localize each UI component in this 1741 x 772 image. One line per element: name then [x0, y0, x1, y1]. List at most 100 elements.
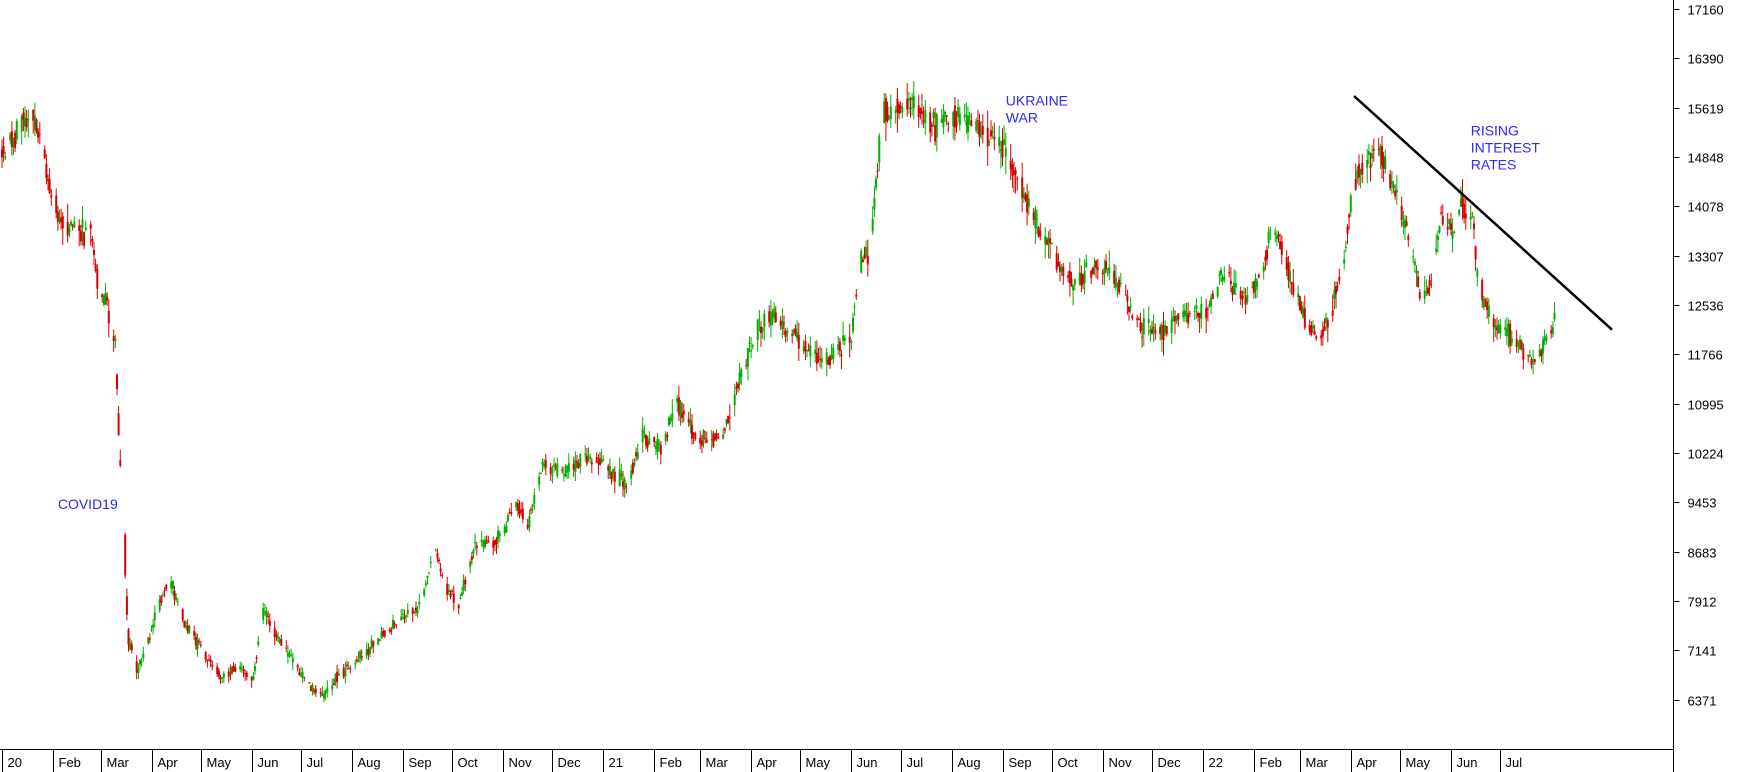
candle-body: [313, 690, 316, 692]
candle-body: [909, 107, 912, 109]
candle-body: [722, 434, 725, 440]
candle-body: [980, 131, 983, 133]
candle-body: [584, 453, 587, 455]
candle-body: [232, 665, 235, 671]
candle-body: [723, 428, 726, 431]
candle-body: [746, 348, 749, 367]
candle-body: [239, 666, 242, 670]
candle-body: [792, 329, 795, 334]
candle-body: [428, 572, 431, 574]
candle-body: [1354, 179, 1357, 190]
x-tick-label: Feb: [660, 755, 682, 770]
candle-body: [577, 463, 580, 468]
candle-body: [1124, 294, 1127, 296]
candle-body: [1021, 177, 1024, 198]
candle-body: [1497, 324, 1500, 334]
candle-body: [579, 453, 582, 467]
candle-body: [691, 425, 693, 439]
candle-body: [653, 437, 656, 443]
candle-body: [1243, 292, 1245, 294]
candle-body: [1413, 261, 1416, 266]
candle-body: [648, 438, 651, 445]
candle-body: [830, 355, 833, 359]
candle-body: [38, 133, 41, 135]
candle-body: [760, 326, 762, 333]
candle-body: [906, 98, 909, 110]
candle-body: [347, 667, 350, 669]
candle-body: [1280, 241, 1283, 256]
candle-body: [1487, 305, 1490, 317]
x-tick-label: Apr: [158, 755, 179, 770]
candle-body: [303, 676, 306, 678]
annotation-label: WAR: [1006, 110, 1038, 126]
candle-body: [554, 466, 557, 468]
candle-body: [1154, 330, 1157, 334]
candle-body: [254, 666, 256, 671]
candle-body: [107, 311, 110, 324]
candle-body: [263, 611, 266, 613]
candle-body: [1326, 320, 1329, 328]
candle-body: [1474, 246, 1477, 260]
candle-body: [319, 691, 322, 695]
candle-body: [1382, 156, 1385, 169]
candle-body: [452, 593, 455, 603]
candle-body: [106, 296, 109, 301]
candle-body: [1520, 341, 1523, 349]
candle-body: [1427, 287, 1429, 294]
candle-body: [1356, 170, 1359, 179]
candle-body: [1244, 297, 1247, 305]
candle-body: [531, 504, 534, 507]
candle-body: [1003, 139, 1006, 145]
candle-body: [561, 469, 564, 471]
candle-body: [1262, 266, 1265, 272]
candle-body: [876, 170, 879, 172]
candle-body: [700, 440, 703, 446]
candle-body: [1366, 159, 1369, 168]
candle-body: [321, 694, 324, 697]
candle-body: [1394, 190, 1397, 196]
candle-body: [378, 639, 381, 641]
candle-body: [314, 688, 317, 694]
candle-body: [286, 652, 289, 657]
candle-body: [1057, 261, 1060, 266]
candle-body: [1392, 184, 1395, 189]
candle-body: [814, 349, 817, 354]
candle-body: [521, 508, 524, 520]
x-tick-label: Jul: [907, 755, 924, 770]
candle-body: [1494, 325, 1497, 329]
candle-body: [268, 620, 271, 627]
candle-body: [231, 666, 233, 675]
candle-body: [618, 469, 621, 486]
x-tick-label: Apr: [757, 755, 778, 770]
candle-body: [1082, 274, 1084, 284]
candle-body: [447, 589, 450, 593]
candle-body: [229, 672, 232, 674]
candle-body: [2, 146, 5, 155]
candle-body: [1198, 312, 1201, 318]
candle-body: [162, 594, 164, 596]
candle-body: [566, 465, 569, 473]
candle-body: [1141, 336, 1144, 338]
candle-body: [967, 115, 969, 133]
candle-body: [978, 121, 981, 137]
candle-body: [1083, 271, 1086, 284]
candle-body: [1499, 325, 1502, 334]
candle-body: [1254, 278, 1257, 291]
candle-body: [1527, 354, 1530, 356]
candle-body: [564, 473, 567, 477]
candle-body: [498, 533, 501, 537]
candle-body: [14, 132, 17, 148]
candle-body: [1011, 164, 1014, 176]
candle-body: [323, 694, 325, 699]
candle-body: [140, 661, 143, 663]
candle-body: [1016, 178, 1019, 180]
candle-body: [1346, 226, 1349, 234]
candle-body: [1545, 335, 1548, 342]
candle-body: [761, 327, 764, 332]
candle-body: [819, 359, 822, 361]
candle-body: [1257, 274, 1260, 278]
candle-body: [572, 464, 575, 470]
candle-body: [930, 124, 933, 127]
candle-body: [990, 130, 992, 137]
